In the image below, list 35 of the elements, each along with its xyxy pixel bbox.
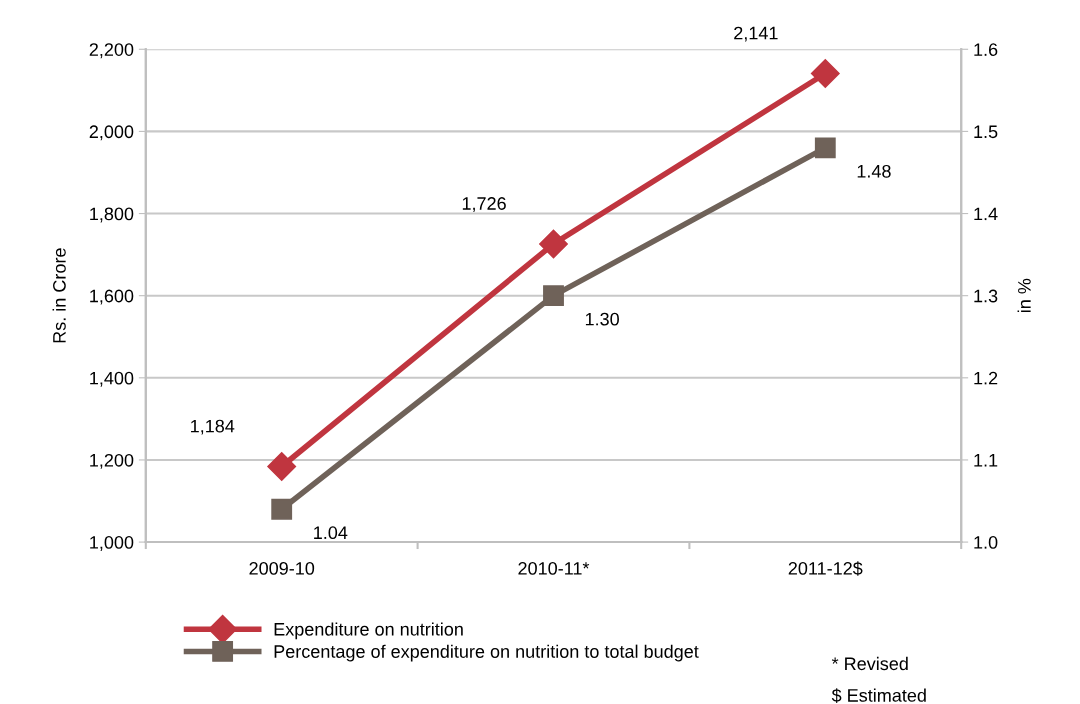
y2-tick-label: 1.6 <box>974 43 998 56</box>
y-tick-label: 1,600 <box>90 289 134 305</box>
legend-label: Percentage of expenditure on nutrition to total budget <box>274 644 699 662</box>
x-tick-label: 2009-10 <box>249 562 315 575</box>
data-label: 1,726 <box>462 197 506 213</box>
legend-label: Expenditure on nutrition <box>274 622 463 640</box>
y-tick-label: 1,000 <box>90 536 134 551</box>
point <box>814 137 836 159</box>
data-label: 1.30 <box>585 312 619 326</box>
y-tick-label: 2,200 <box>89 43 134 59</box>
y2-axis-title: in % <box>1017 278 1031 313</box>
point <box>543 285 564 307</box>
point <box>271 498 293 520</box>
point <box>267 452 297 481</box>
data-label: 1.48 <box>857 164 891 178</box>
y-tick-label: 1,200 <box>90 453 134 469</box>
y2-tick-label: 1.4 <box>974 207 998 221</box>
y2-tick-label: 1.0 <box>974 536 998 549</box>
data-label: 2,141 <box>734 26 778 42</box>
y-tick-label: 1,800 <box>90 207 134 223</box>
point <box>539 229 568 259</box>
y2-tick-label: 1.3 <box>974 289 998 303</box>
y-tick-label: 2,000 <box>89 125 134 141</box>
data-label: 1.04 <box>314 526 348 540</box>
text: * Revised <box>831 656 908 671</box>
data-label: 1,184 <box>191 419 235 435</box>
y2-tick-label: 1.2 <box>974 371 998 385</box>
point <box>810 59 840 88</box>
y-axis-title: Rs. in Crore <box>52 248 66 343</box>
x-tick-label: 2010-11* <box>518 562 590 575</box>
y2-tick-label: 1.1 <box>974 454 998 467</box>
text: $ Estimated <box>831 688 926 703</box>
y2-tick-label: 1.5 <box>974 125 998 139</box>
y-tick-label: 1,400 <box>90 371 134 387</box>
x-tick-label: 2011-12$ <box>788 561 863 576</box>
